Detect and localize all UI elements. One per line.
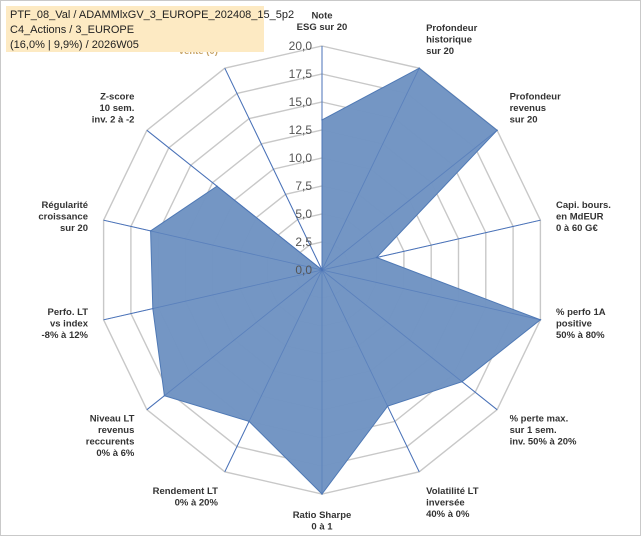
axis-label-5: % perte max. sur 1 sem. inv. 50% à 20% [510,414,577,448]
axis-label-line: 10 sem. [100,103,135,114]
axis-label-line: 40% à 0% [426,509,470,520]
portfolio-category: C4_Actions / 3_EUROPE [10,24,135,36]
radar-series [103,46,542,495]
axis-label-line: % perfo 1A [556,307,606,318]
portfolio-stats: (16,0% | 9,9%) / 2026W05 [10,39,139,51]
tick-label-7: 17,5 [289,67,313,81]
tick-label-5: 12,5 [289,123,313,137]
tick-label-0: 0,0 [295,263,312,277]
axis-label-line: Note [311,11,332,22]
axis-label-11: Régularité croissance sur 20 [38,200,88,234]
axis-label-line: sur 1 sem. [510,425,557,436]
axis-label-line: revenus [510,103,546,114]
axis-label-line: 0 à 60 G€ [556,223,598,234]
axis-label-line: 0 à 1 [311,522,333,533]
spoke-overlay-13 [224,68,323,271]
axis-label-line: Capi. bours. [556,200,611,211]
spoke-overlay-11 [103,219,323,271]
axis-label-line: 0% à 20% [175,498,219,509]
axis-label-line: inversée [426,498,465,509]
series-area-0 [150,67,542,495]
axis-label-line: inv. 2 à -2 [92,114,135,125]
axis-label-3: Capi. bours. en MdEUR 0 à 60 G€ [556,200,611,234]
tick-label-6: 15,0 [289,95,313,109]
portfolio-info-box: PTF_08_Val / ADAMMlxGV_3_EUROPE_202408_1… [6,6,295,52]
spoke-overlay-6 [321,269,420,472]
axis-label-line: -8% à 12% [42,330,89,341]
spoke-overlay-12 [146,129,323,271]
portfolio-name: PTF_08_Val / ADAMMlxGV_3_EUROPE_202408_1… [10,9,295,21]
spoke-overlay-5 [321,269,498,411]
axis-label-line: Profondeur [510,91,561,102]
axis-label-line: Régularité [42,200,88,211]
axis-label-9: Niveau LT revenus reccurents 0% à 6% [86,414,135,460]
axis-label-line: Rendement LT [153,486,218,497]
spoke-overlay-2 [321,129,498,271]
axis-label-line: revenus [98,425,134,436]
axis-label-line: sur 20 [60,223,88,234]
spoke-overlay-3 [321,219,541,271]
axis-label-line: 50% à 80% [556,330,605,341]
axis-label-line: croissance [38,212,88,223]
axis-label-line: en MdEUR [556,212,604,223]
axis-label-10: Perfo. LT vs index -8% à 12% [42,307,89,341]
axis-label-7: Ratio Sharpe 0 à 1 [293,510,352,533]
axis-label-line: vs index [50,318,89,329]
axis-label-line: % perte max. [510,414,569,425]
axis-label-line: historique [426,34,472,45]
tick-label-4: 10,0 [289,151,313,165]
spoke-overlay-1 [321,68,420,271]
axis-label-line: Z-score [100,91,134,102]
axis-label-line: inv. 50% à 20% [510,437,577,448]
axis-label-6: Volatilité LT inversée 40% à 0% [426,486,479,520]
spoke-overlay-9 [146,269,323,411]
radar-tick-labels: 0,0 2,5 5,0 7,5 10,0 12,5 15,0 17,5 20,0 [289,39,313,277]
tick-label-1: 2,5 [295,235,312,249]
axis-label-line: positive [556,318,592,329]
axis-label-line: sur 20 [510,114,538,125]
axis-label-line: Ratio Sharpe [293,510,352,521]
axis-label-line: sur 20 [426,46,454,57]
axis-label-line: 0% à 6% [96,448,135,459]
tick-label-8: 20,0 [289,39,313,53]
axis-label-line: ESG sur 20 [297,22,348,33]
axis-label-8: Rendement LT 0% à 20% [153,486,219,509]
spoke-overlay-8 [224,269,323,472]
axis-label-line: Profondeur [426,23,477,34]
axis-label-1: Profondeur historique sur 20 [426,23,477,57]
axis-label-line: Niveau LT [90,414,135,425]
tick-label-2: 5,0 [295,207,312,221]
axis-label-4: % perfo 1A positive 50% à 80% [556,307,606,341]
axis-label-0: Note ESG sur 20 [297,11,348,34]
axis-label-12: Z-score 10 sem. inv. 2 à -2 [92,91,135,125]
spoke-overlay-10 [103,269,323,321]
spoke-overlay-4 [321,269,541,321]
axis-label-line: Perfo. LT [48,307,89,318]
axis-label-line: Volatilité LT [426,486,479,497]
tick-label-3: 7,5 [295,179,312,193]
axis-label-line: reccurents [86,437,135,448]
axis-label-2: Profondeur revenus sur 20 [510,91,561,125]
